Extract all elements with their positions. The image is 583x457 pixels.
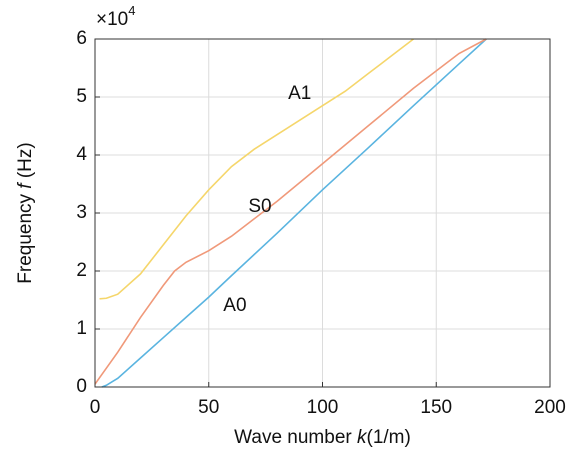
x-tick-label: 100 [307, 397, 339, 418]
y-tick-label: 4 [76, 144, 87, 165]
x-tick-label: 0 [90, 397, 101, 418]
y-scale: ×104 [96, 3, 135, 30]
y-scale-base: ×10 [96, 9, 128, 30]
line [99, 38, 414, 300]
x-tick-label: 200 [534, 397, 566, 418]
annotation: A1 [288, 83, 311, 104]
y-axis-label-part: Frequency [15, 189, 36, 284]
annotation: A0 [223, 295, 246, 316]
y-axis-label: Frequency f (Hz) [15, 142, 36, 283]
x-axis-label: Wave number k(1/m) [234, 427, 411, 448]
line [94, 38, 487, 385]
y-tick-label: 2 [76, 260, 87, 281]
y-tick-label: 1 [76, 318, 87, 339]
axes-box [94, 38, 551, 388]
annotation: S0 [248, 196, 271, 217]
y-axis-label-part: (Hz) [15, 142, 36, 183]
y-axis-label-part: f [15, 182, 36, 189]
y-tick-label: 0 [76, 376, 87, 397]
y-tick-label: 6 [76, 28, 87, 49]
x-tick-label: 150 [420, 397, 452, 418]
line [101, 38, 487, 388]
x-axis-label-part: Wave number [234, 427, 357, 448]
y-tick-label: 3 [76, 202, 87, 223]
x-axis-label-part: (1/m) [367, 427, 411, 448]
x-axis-label-part: k [357, 427, 368, 448]
x-tick-label: 50 [198, 397, 219, 418]
y-scale-exponent: 4 [128, 3, 135, 18]
y-tick-label: 5 [76, 86, 87, 107]
